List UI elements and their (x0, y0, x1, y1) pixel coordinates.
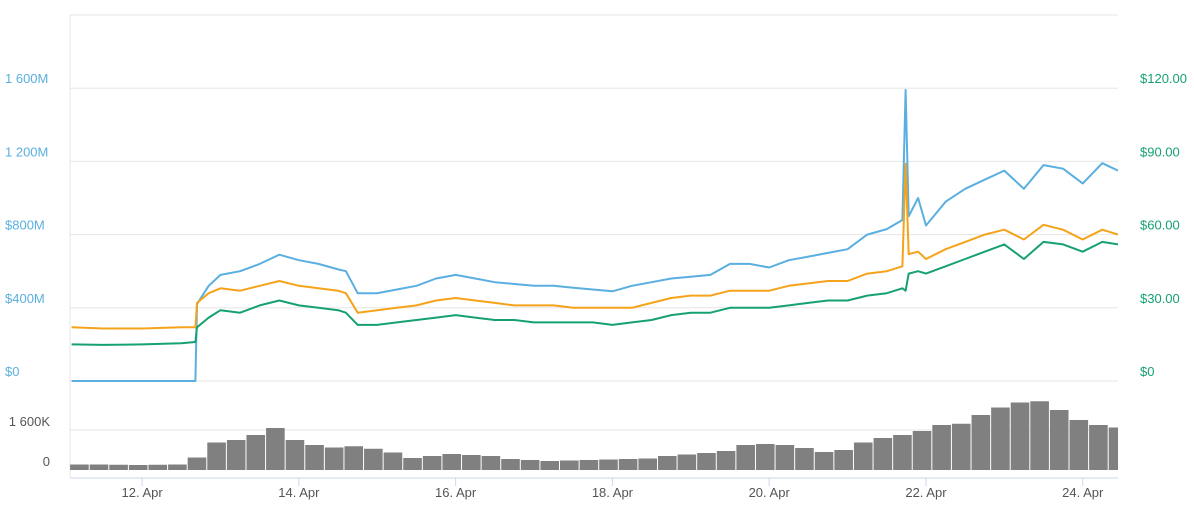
volume-bar (481, 456, 501, 470)
volume-bar (971, 415, 991, 470)
volume-bar (89, 464, 109, 470)
y-tick-label: 1 600K (9, 414, 51, 429)
volume-bar (383, 452, 403, 470)
y2-tick-label: $30.00 (1140, 291, 1180, 306)
x-tick-label: 20. Apr (749, 485, 791, 500)
volume-bar (873, 438, 893, 470)
volume-bar (422, 456, 442, 470)
volume-bar (109, 464, 128, 470)
volume-bar (344, 446, 364, 470)
volume-bar (520, 460, 540, 470)
volume-bar (266, 428, 285, 470)
volume-bar (677, 454, 697, 470)
volume-bar (618, 459, 638, 470)
volume-bar (697, 453, 716, 470)
series-line (71, 89, 1118, 382)
volume-bar (305, 445, 324, 470)
volume-bar (1069, 420, 1089, 470)
y-tick-label: $0 (5, 364, 19, 379)
volume-bar (207, 442, 226, 470)
volume-bar (775, 445, 795, 470)
volume-bar (364, 448, 383, 470)
volume-bar (853, 442, 873, 470)
volume-bar (148, 464, 168, 470)
bars (70, 401, 1118, 470)
volume-bar (168, 464, 187, 470)
volume-bar (226, 440, 246, 470)
x-tick-label: 22. Apr (905, 485, 947, 500)
volume-bar (1010, 402, 1030, 470)
series-line (71, 162, 1118, 330)
volume-bar (657, 456, 677, 470)
volume-bar (70, 464, 89, 470)
x-tick-label: 14. Apr (278, 485, 320, 500)
y2-tick-label: $120.00 (1140, 71, 1187, 86)
volume-bar (893, 435, 912, 470)
volume-bar (442, 454, 462, 470)
y2-tick-label: $60.00 (1140, 218, 1180, 233)
volume-bar (560, 460, 579, 470)
volume-bar (246, 435, 266, 470)
y-tick-label: 1 600M (5, 71, 48, 86)
volume-bar (1108, 427, 1118, 470)
volume-bar (599, 459, 618, 470)
x-tick-label: 16. Apr (435, 485, 477, 500)
volume-bar (1089, 425, 1108, 470)
volume-bar (540, 461, 560, 470)
volume-bar (755, 444, 775, 470)
volume-bar (716, 451, 736, 470)
volume-bar (991, 407, 1010, 470)
volume-bar (834, 450, 853, 470)
volume-bar (951, 423, 971, 470)
y2-tick-label: $90.00 (1140, 144, 1180, 159)
volume-bar (324, 447, 344, 470)
volume-bar (1049, 410, 1069, 470)
volume-bar (403, 458, 422, 470)
y2-tick-label: $0 (1140, 364, 1154, 379)
x-tick-label: 18. Apr (592, 485, 634, 500)
volume-bar (462, 455, 481, 470)
volume-bar (285, 440, 305, 470)
volume-bar (128, 465, 148, 470)
volume-bar (932, 425, 951, 470)
volume-bar (795, 448, 814, 470)
y-tick-label: $800M (5, 218, 45, 233)
y-tick-label: 1 200M (5, 144, 48, 159)
volume-bar (814, 452, 834, 470)
x-tick-label: 12. Apr (122, 485, 164, 500)
y-tick-label: 0 (43, 454, 50, 469)
volume-bar (579, 460, 599, 470)
lines (71, 89, 1118, 382)
series-line (71, 240, 1118, 346)
volume-bar (912, 431, 932, 470)
x-tick-label: 24. Apr (1062, 485, 1104, 500)
volume-bar (638, 458, 657, 470)
volume-bar (1030, 401, 1049, 470)
y-tick-label: $400M (5, 291, 45, 306)
volume-bar (736, 445, 755, 470)
volume-bar (187, 457, 207, 470)
volume-bar (501, 459, 520, 470)
